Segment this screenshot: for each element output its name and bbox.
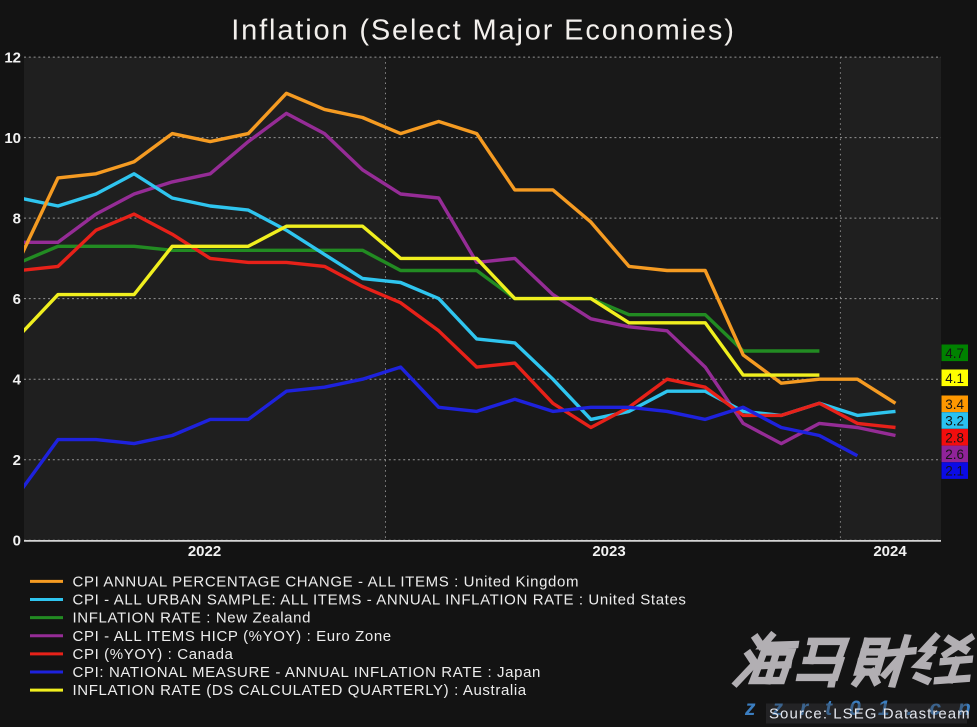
svg-text:CPI ANNUAL PERCENTAGE CHANGE -: CPI ANNUAL PERCENTAGE CHANGE - ALL ITEMS… xyxy=(73,573,580,590)
svg-text:CPI (%YOY) : Canada: CPI (%YOY) : Canada xyxy=(73,646,234,663)
svg-text:2.6: 2.6 xyxy=(945,447,964,462)
svg-text:4: 4 xyxy=(13,371,22,388)
svg-text:12: 12 xyxy=(4,49,21,66)
svg-text:Inflation (Select Major Econom: Inflation (Select Major Economies) xyxy=(231,15,736,47)
svg-text:3.2: 3.2 xyxy=(945,414,964,429)
svg-text:INFLATION RATE (DS CALCULATED: INFLATION RATE (DS CALCULATED QUARTERLY)… xyxy=(73,682,527,699)
svg-text:Source: LSEG Datastream: Source: LSEG Datastream xyxy=(769,706,971,723)
svg-text:0: 0 xyxy=(13,532,21,549)
svg-text:CPI: NATIONAL MEASURE - ANNUAL: CPI: NATIONAL MEASURE - ANNUAL INFLATION… xyxy=(73,664,542,681)
svg-text:2: 2 xyxy=(13,452,21,469)
svg-text:CPI - ALL ITEMS HICP (%YOY) :: CPI - ALL ITEMS HICP (%YOY) : Euro Zone xyxy=(73,628,392,645)
svg-text:2024: 2024 xyxy=(873,543,907,560)
svg-text:CPI - ALL URBAN SAMPLE: ALL IT: CPI - ALL URBAN SAMPLE: ALL ITEMS - ANNU… xyxy=(73,592,687,609)
svg-text:4.7: 4.7 xyxy=(945,346,964,361)
svg-text:4.1: 4.1 xyxy=(945,371,964,386)
svg-text:3.4: 3.4 xyxy=(945,397,964,412)
svg-text:6: 6 xyxy=(13,291,21,308)
svg-text:INFLATION RATE : New Zealand: INFLATION RATE : New Zealand xyxy=(73,610,312,627)
svg-text:2022: 2022 xyxy=(188,543,221,560)
svg-text:8: 8 xyxy=(13,210,21,227)
svg-text:2023: 2023 xyxy=(592,543,625,560)
svg-text:10: 10 xyxy=(4,130,21,147)
svg-text:zzrt01.cn: zzrt01.cn xyxy=(744,697,977,720)
svg-text:2.8: 2.8 xyxy=(945,430,964,445)
svg-text:2.1: 2.1 xyxy=(945,464,964,479)
